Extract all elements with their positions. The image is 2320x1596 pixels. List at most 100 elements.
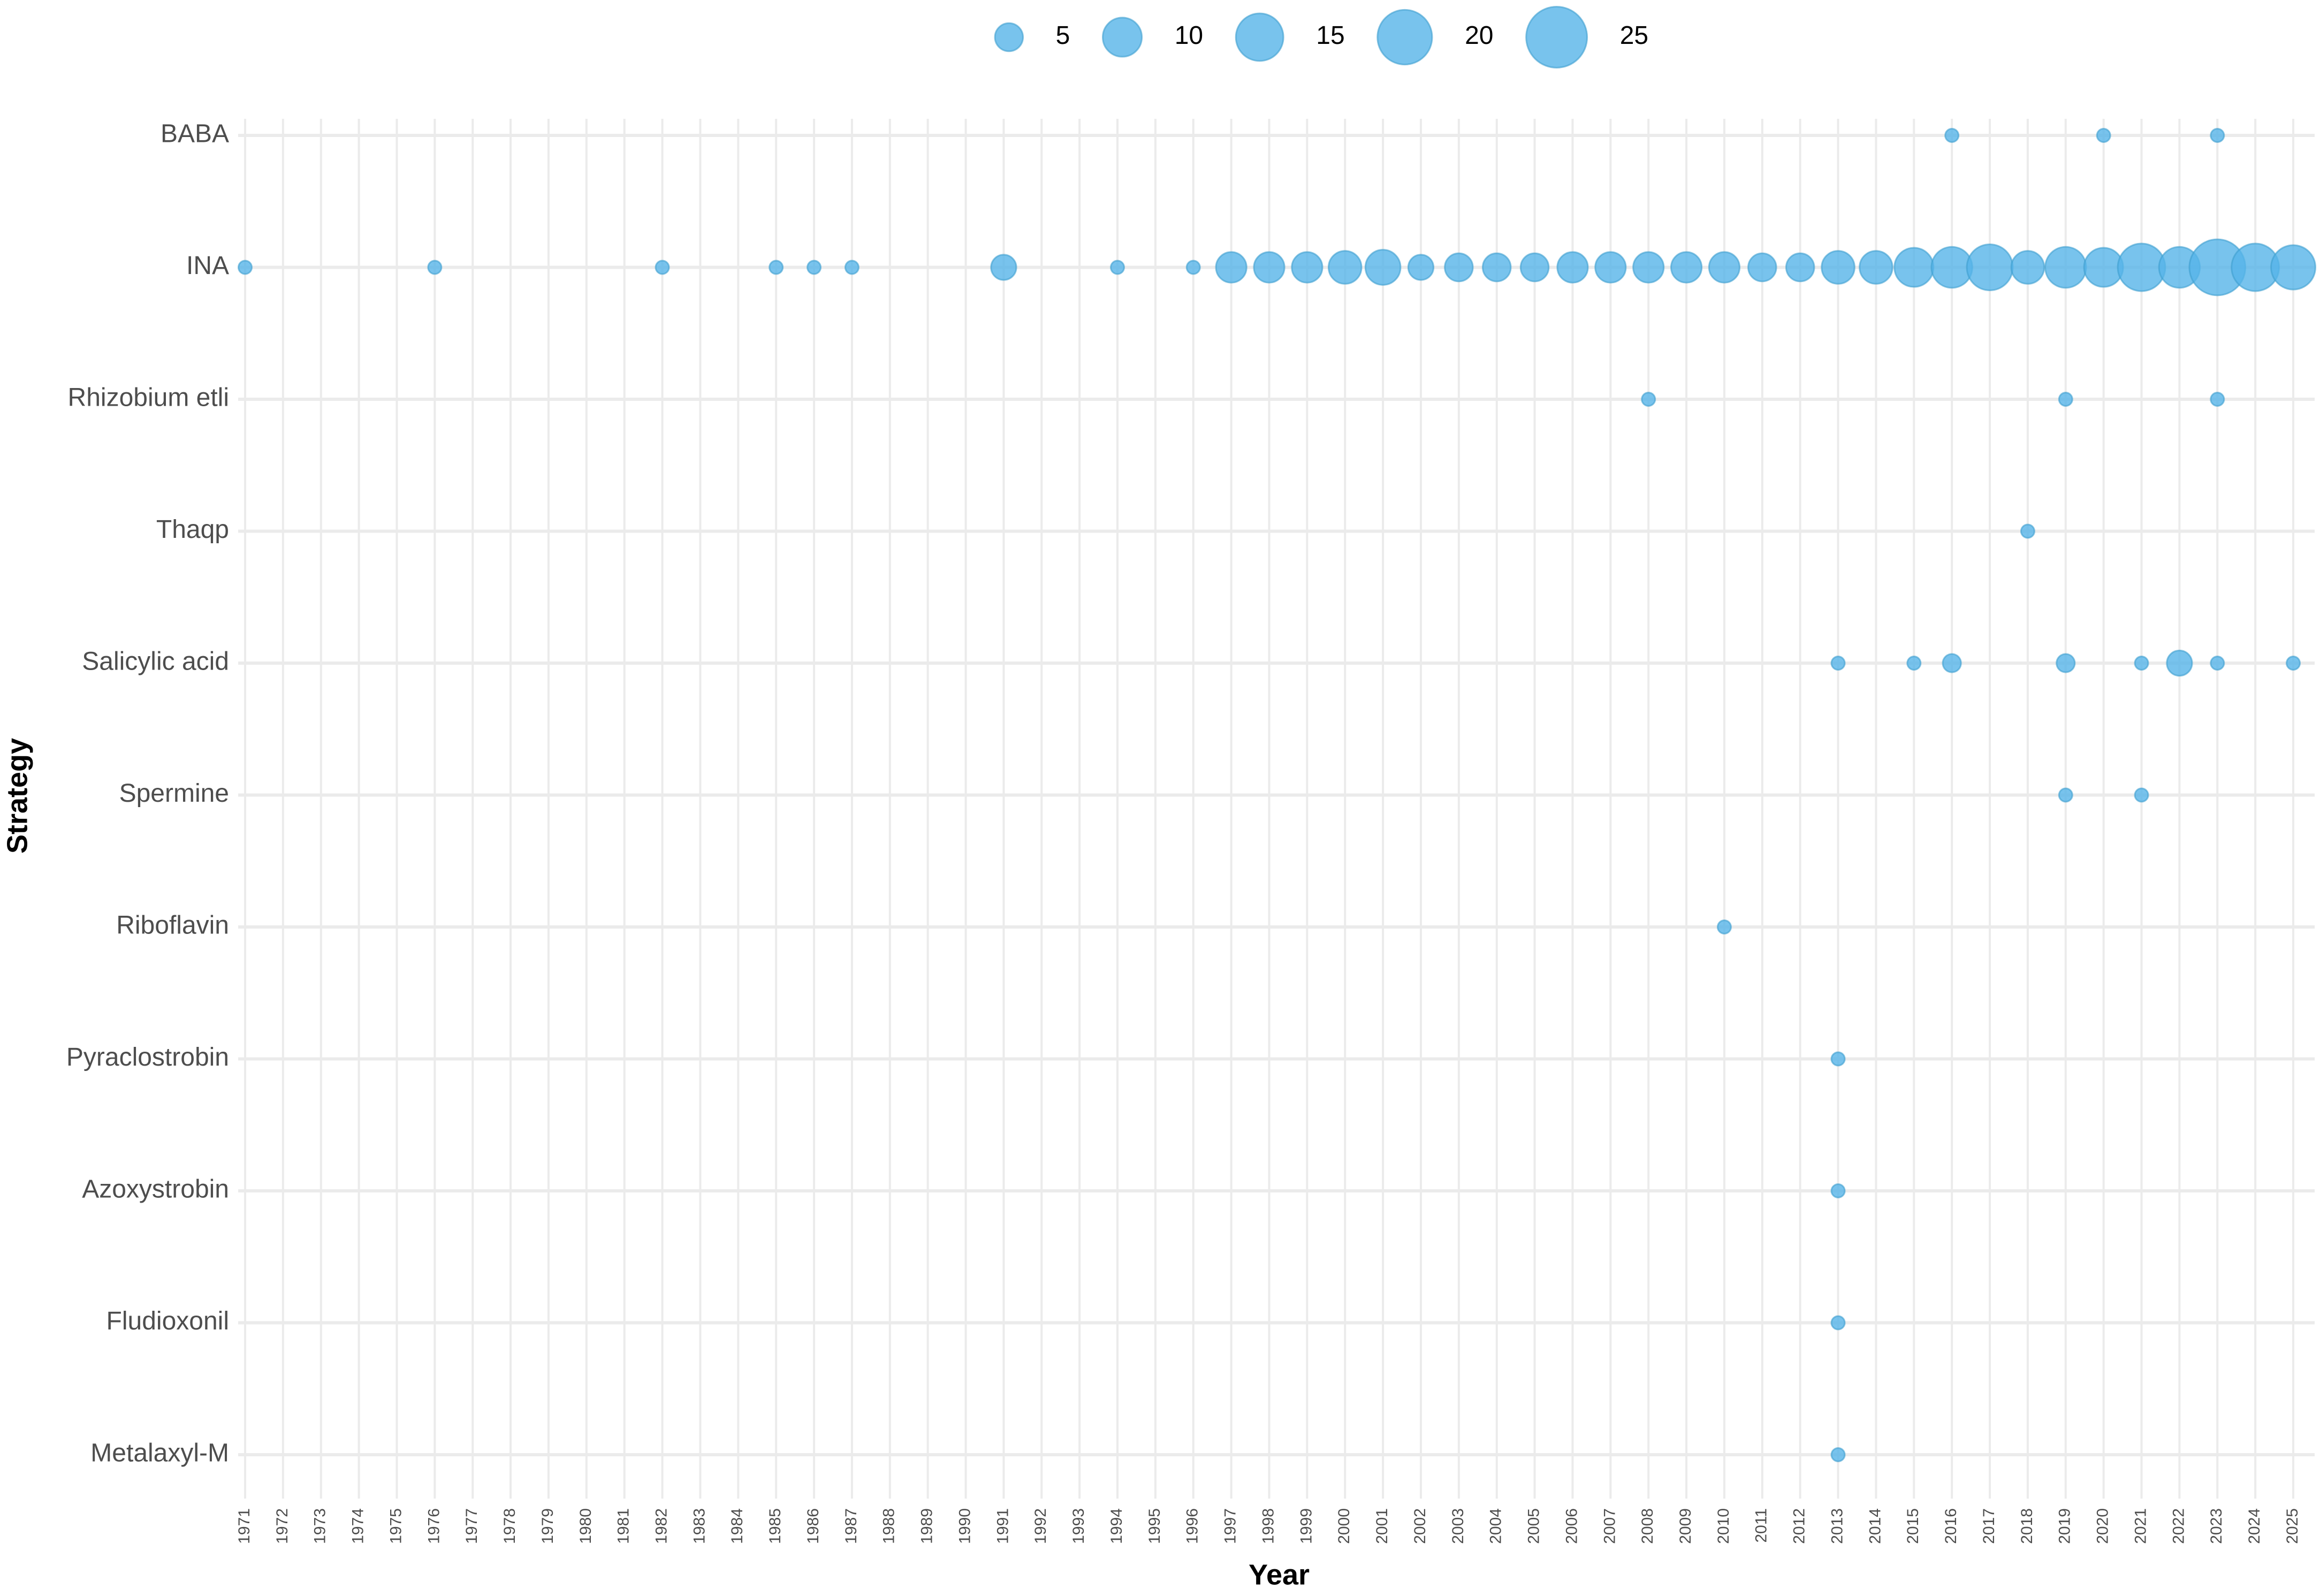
x-tick-label: 1997 xyxy=(1222,1508,1239,1544)
x-tick-label: 1972 xyxy=(273,1508,291,1544)
y-tick-label: Spermine xyxy=(119,779,229,808)
legend-label: 10 xyxy=(1175,21,1203,50)
y-tick-label: Rhizobium etli xyxy=(68,384,229,412)
x-tick-label: 2018 xyxy=(2018,1508,2036,1544)
legend-label: 15 xyxy=(1316,21,1344,50)
y-tick-label: INA xyxy=(186,252,229,280)
bubble xyxy=(1215,251,1248,284)
x-tick-label: 2022 xyxy=(2170,1508,2187,1544)
legend-label: 20 xyxy=(1465,21,1493,50)
x-tick-label: 2014 xyxy=(1866,1508,1884,1544)
bubble xyxy=(1830,1447,1846,1463)
bubble xyxy=(1519,252,1550,283)
y-tick-label: Fludioxonil xyxy=(107,1307,229,1335)
y-tick-label: Salicylic acid xyxy=(82,648,229,676)
bubble xyxy=(1556,251,1589,284)
bubble xyxy=(1185,260,1201,275)
bubble xyxy=(1821,250,1855,285)
bubble xyxy=(1110,260,1125,275)
bubble xyxy=(1327,250,1363,285)
bubble xyxy=(2166,649,2193,677)
bubble xyxy=(807,260,822,275)
bubble xyxy=(1708,251,1741,284)
bubble xyxy=(2096,127,2111,143)
x-tick-label: 2023 xyxy=(2208,1508,2225,1544)
bubble xyxy=(1632,251,1665,284)
x-tick-label: 2007 xyxy=(1601,1508,1618,1544)
bubble xyxy=(2058,391,2073,407)
x-tick-label: 1977 xyxy=(463,1508,481,1544)
bubble xyxy=(1893,247,1935,288)
x-tick-label: 2011 xyxy=(1753,1508,1770,1543)
x-tick-label: 1990 xyxy=(956,1508,973,1544)
bubble xyxy=(1364,249,1402,286)
bubble xyxy=(1785,252,1815,283)
x-tick-label: 1989 xyxy=(918,1508,936,1544)
legend-key xyxy=(1102,17,1143,58)
x-tick-label: 1992 xyxy=(1032,1508,1049,1544)
x-tick-label: 1993 xyxy=(1070,1508,1087,1544)
legend-key xyxy=(994,22,1024,52)
bubble xyxy=(655,260,670,275)
legend-label: 25 xyxy=(1620,21,1648,50)
x-tick-label: 1982 xyxy=(652,1508,670,1544)
bubble xyxy=(1407,254,1435,281)
x-tick-label: 1973 xyxy=(311,1508,329,1544)
x-tick-label: 1978 xyxy=(501,1508,519,1544)
x-tick-label: 1976 xyxy=(425,1508,443,1544)
bubble xyxy=(1966,244,2014,291)
bubble xyxy=(990,254,1017,281)
x-tick-label: 2001 xyxy=(1373,1508,1391,1544)
x-tick-label: 1981 xyxy=(615,1508,633,1544)
bubble xyxy=(427,260,443,275)
bubble xyxy=(1942,653,1962,673)
legend-key xyxy=(1376,9,1433,66)
x-tick-label: 1999 xyxy=(1297,1508,1315,1544)
x-tick-label: 1983 xyxy=(690,1508,708,1544)
y-tick-label: BABA xyxy=(161,120,229,148)
x-tick-label: 2005 xyxy=(1525,1508,1543,1544)
bubble xyxy=(2134,787,2149,803)
bubble xyxy=(2270,244,2316,291)
bubble xyxy=(1859,250,1893,285)
x-tick-label: 1996 xyxy=(1184,1508,1201,1544)
bubble xyxy=(1830,1315,1846,1331)
y-tick-label: Azoxystrobin xyxy=(82,1175,229,1204)
bubble xyxy=(2134,655,2149,671)
x-tick-label: 2012 xyxy=(1791,1508,1808,1544)
bubble xyxy=(2285,655,2301,671)
bubble xyxy=(1906,655,1922,671)
bubble xyxy=(1830,1051,1846,1067)
bubble xyxy=(237,260,253,275)
bubble xyxy=(1444,252,1474,283)
x-tick-label: 1979 xyxy=(539,1508,557,1544)
bubble xyxy=(2058,787,2073,803)
x-tick-label: 2010 xyxy=(1715,1508,1732,1544)
bubble xyxy=(2056,653,2076,673)
y-tick-label: Riboflavin xyxy=(116,911,229,940)
y-tick-label: Metalaxyl-M xyxy=(90,1439,229,1468)
legend-key xyxy=(1235,12,1284,62)
x-tick-label: 1985 xyxy=(766,1508,784,1544)
bubble xyxy=(2010,250,2045,285)
x-tick-label: 2020 xyxy=(2094,1508,2112,1544)
x-tick-label: 1995 xyxy=(1146,1508,1163,1544)
x-tick-label: 2025 xyxy=(2284,1508,2301,1544)
x-tick-label: 1988 xyxy=(880,1508,898,1544)
y-axis-title: Strategy xyxy=(1,738,33,854)
bubble xyxy=(1481,252,1512,283)
bubble xyxy=(1594,251,1627,284)
bubble xyxy=(2210,127,2225,143)
x-tick-label: 2008 xyxy=(1639,1508,1656,1544)
bubble xyxy=(1944,127,1960,143)
x-tick-label: 1984 xyxy=(728,1508,746,1544)
x-tick-label: 1975 xyxy=(387,1508,405,1544)
x-tick-label: 1994 xyxy=(1108,1508,1125,1544)
x-tick-label: 2003 xyxy=(1449,1508,1467,1544)
bubble xyxy=(1670,251,1703,284)
bubble xyxy=(1253,251,1285,284)
legend-key xyxy=(1525,6,1588,69)
